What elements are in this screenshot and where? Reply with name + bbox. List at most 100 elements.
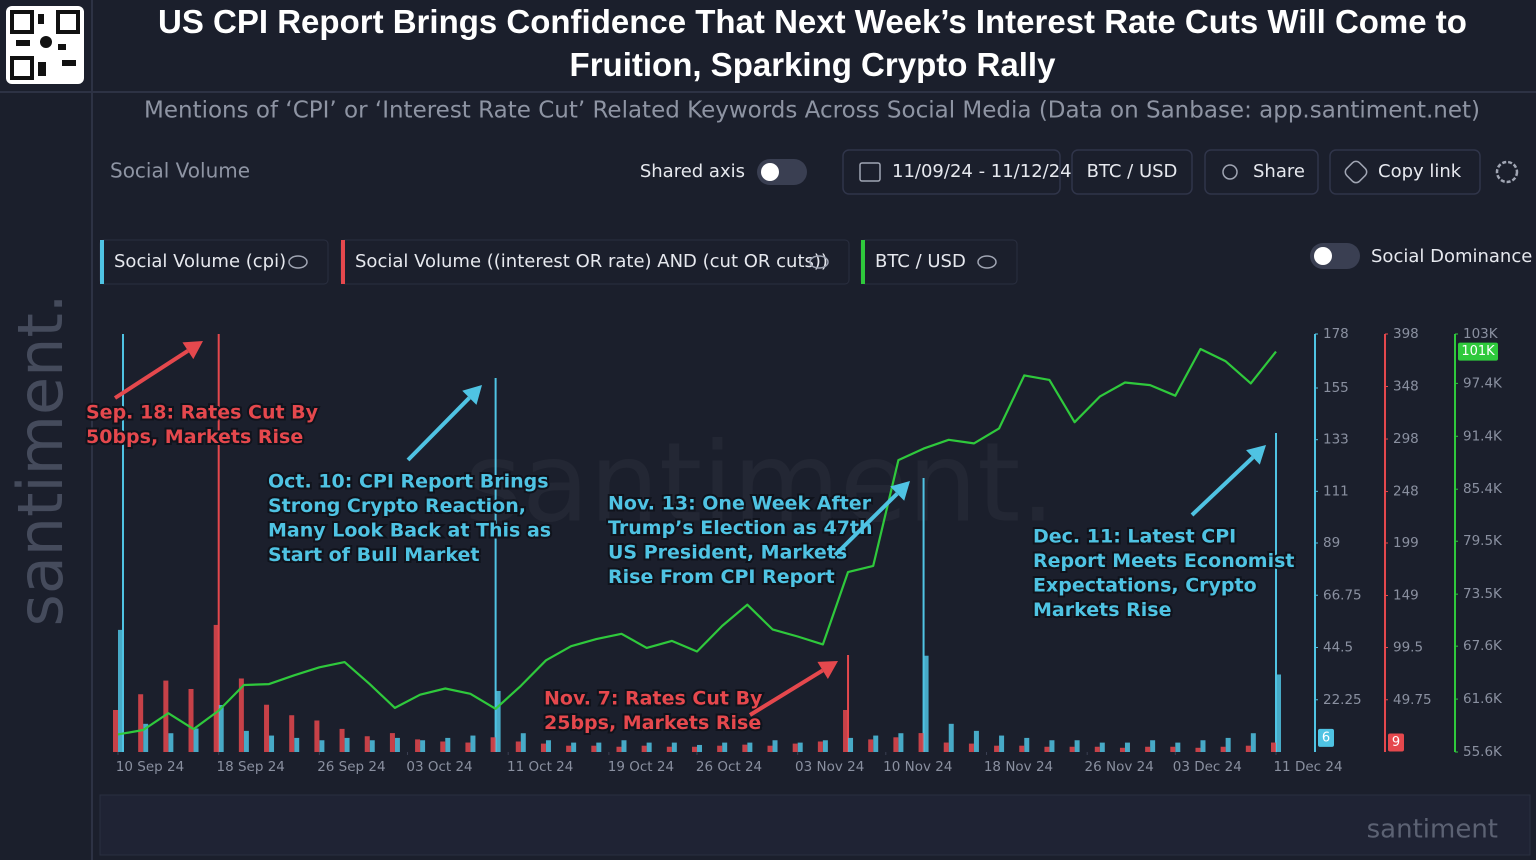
annotation-arrowhead [462, 385, 482, 405]
bar [571, 742, 577, 752]
y-tick-label: 248 [1393, 484, 1419, 500]
bar [344, 737, 350, 752]
annotation-text: Markets Rise [1033, 599, 1171, 621]
annotation-text: Start of Bull Market [268, 544, 479, 566]
y-tick-label: 97.4K [1463, 375, 1503, 391]
x-tick-label: 18 Sep 24 [217, 759, 285, 775]
bar [118, 629, 123, 752]
bar [520, 733, 526, 752]
bar [314, 720, 320, 752]
y-tick-label: 199 [1393, 535, 1419, 551]
bar [294, 737, 300, 752]
bar [1271, 742, 1276, 752]
bar [1094, 746, 1100, 752]
legend-item[interactable]: Social Volume ((interest OR rate) AND (c… [340, 239, 850, 285]
bar [319, 740, 325, 752]
bar [666, 746, 672, 752]
annotation-text: Oct. 10: CPI Report Brings [268, 471, 549, 493]
bar [465, 742, 471, 752]
bar [722, 742, 728, 752]
bar [545, 740, 551, 752]
bar [1225, 737, 1231, 752]
copy-link-button[interactable]: Copy link [1329, 149, 1481, 195]
bar [138, 694, 144, 752]
annotation-arrowhead [817, 661, 838, 679]
bar [1074, 740, 1080, 752]
watermark: santiment. [465, 418, 1056, 546]
value-badge [1458, 342, 1498, 361]
bar [566, 745, 572, 752]
bar [873, 735, 879, 752]
settings[interactable] [1495, 160, 1519, 184]
x-tick-label: 26 Nov 24 [1085, 759, 1154, 775]
bar [596, 742, 602, 752]
toggle[interactable] [757, 159, 807, 185]
bar [646, 742, 652, 752]
y-tick-label: 178 [1323, 326, 1349, 342]
y-tick-label: 91.4K [1463, 428, 1503, 444]
bar [1276, 674, 1281, 752]
bar [1220, 746, 1226, 752]
value-badge-label: 6 [1322, 730, 1330, 745]
bar [369, 740, 375, 752]
legend-item[interactable]: BTC / USD [860, 239, 1018, 285]
y-tick-label: 85.4K [1463, 481, 1503, 497]
bar [394, 737, 400, 752]
share-button[interactable]: Share [1204, 149, 1319, 195]
x-tick-label: 26 Sep 24 [317, 759, 385, 775]
x-tick-label: 03 Nov 24 [795, 759, 864, 775]
watermark: santiment. [4, 294, 77, 627]
subtitle: Mentions of ‘CPI’ or ‘Interest Rate Cut’… [144, 98, 1480, 124]
annotation-text: Many Look Back at This as [268, 520, 551, 542]
pair-button[interactable]: BTC / USD [1071, 149, 1193, 195]
eye-icon [977, 255, 997, 269]
bar [1245, 745, 1251, 752]
bar [470, 735, 476, 752]
x-tick-label: 11 Dec 24 [1273, 759, 1342, 775]
bar [943, 742, 949, 752]
annotation-text: Strong Crypto Reaction, [268, 495, 526, 517]
x-tick-label: 10 Nov 24 [883, 759, 952, 775]
bar [641, 745, 647, 752]
bar [445, 737, 451, 752]
y-tick-label: 73.5K [1463, 586, 1503, 602]
annotation-arrowhead [890, 481, 910, 501]
value-badge-label: 9 [1392, 735, 1400, 750]
bar [193, 728, 199, 752]
annotation-arrow [1190, 455, 1255, 517]
x-tick-label: 03 Oct 24 [406, 759, 472, 775]
y-tick-label: 298 [1393, 431, 1419, 447]
y-tick-label: 348 [1393, 379, 1419, 395]
annotation-arrow [833, 492, 899, 557]
bar [1200, 740, 1206, 752]
bar [697, 744, 702, 752]
bar [1250, 733, 1256, 752]
navigator[interactable] [99, 794, 1531, 856]
bar [692, 746, 697, 752]
bar [113, 709, 118, 752]
bar [1069, 746, 1075, 752]
toggle[interactable] [1310, 243, 1360, 269]
annotation-text: Nov. 13: One Week After [608, 493, 872, 515]
annotation-arrowhead [182, 341, 203, 360]
legend-item[interactable]: Social Volume (cpi) [99, 239, 329, 285]
y-tick-label: 398 [1393, 326, 1419, 342]
bar [616, 746, 622, 752]
bar [1150, 740, 1156, 752]
annotation-arrow [748, 668, 824, 717]
legend-swatch [100, 240, 104, 284]
y-tick-label: 44.5 [1323, 640, 1353, 656]
bar [742, 744, 748, 752]
date-picker[interactable]: 11/09/24 - 11/12/24 [842, 149, 1072, 195]
x-tick-label: 11 Oct 24 [507, 759, 573, 775]
legend-swatch [861, 240, 865, 284]
annotation-text: Report Meets Economist [1033, 550, 1295, 572]
annotation-text: Dec. 11: Latest CPI [1033, 526, 1236, 548]
y-tick-label: 99.5 [1393, 640, 1423, 656]
legend-swatch [341, 240, 345, 284]
bar [163, 680, 169, 752]
bar [968, 743, 974, 752]
pair: BTC / USD [1087, 161, 1178, 182]
bar [893, 737, 899, 752]
annotation-text: Expectations, Crypto [1033, 575, 1257, 597]
